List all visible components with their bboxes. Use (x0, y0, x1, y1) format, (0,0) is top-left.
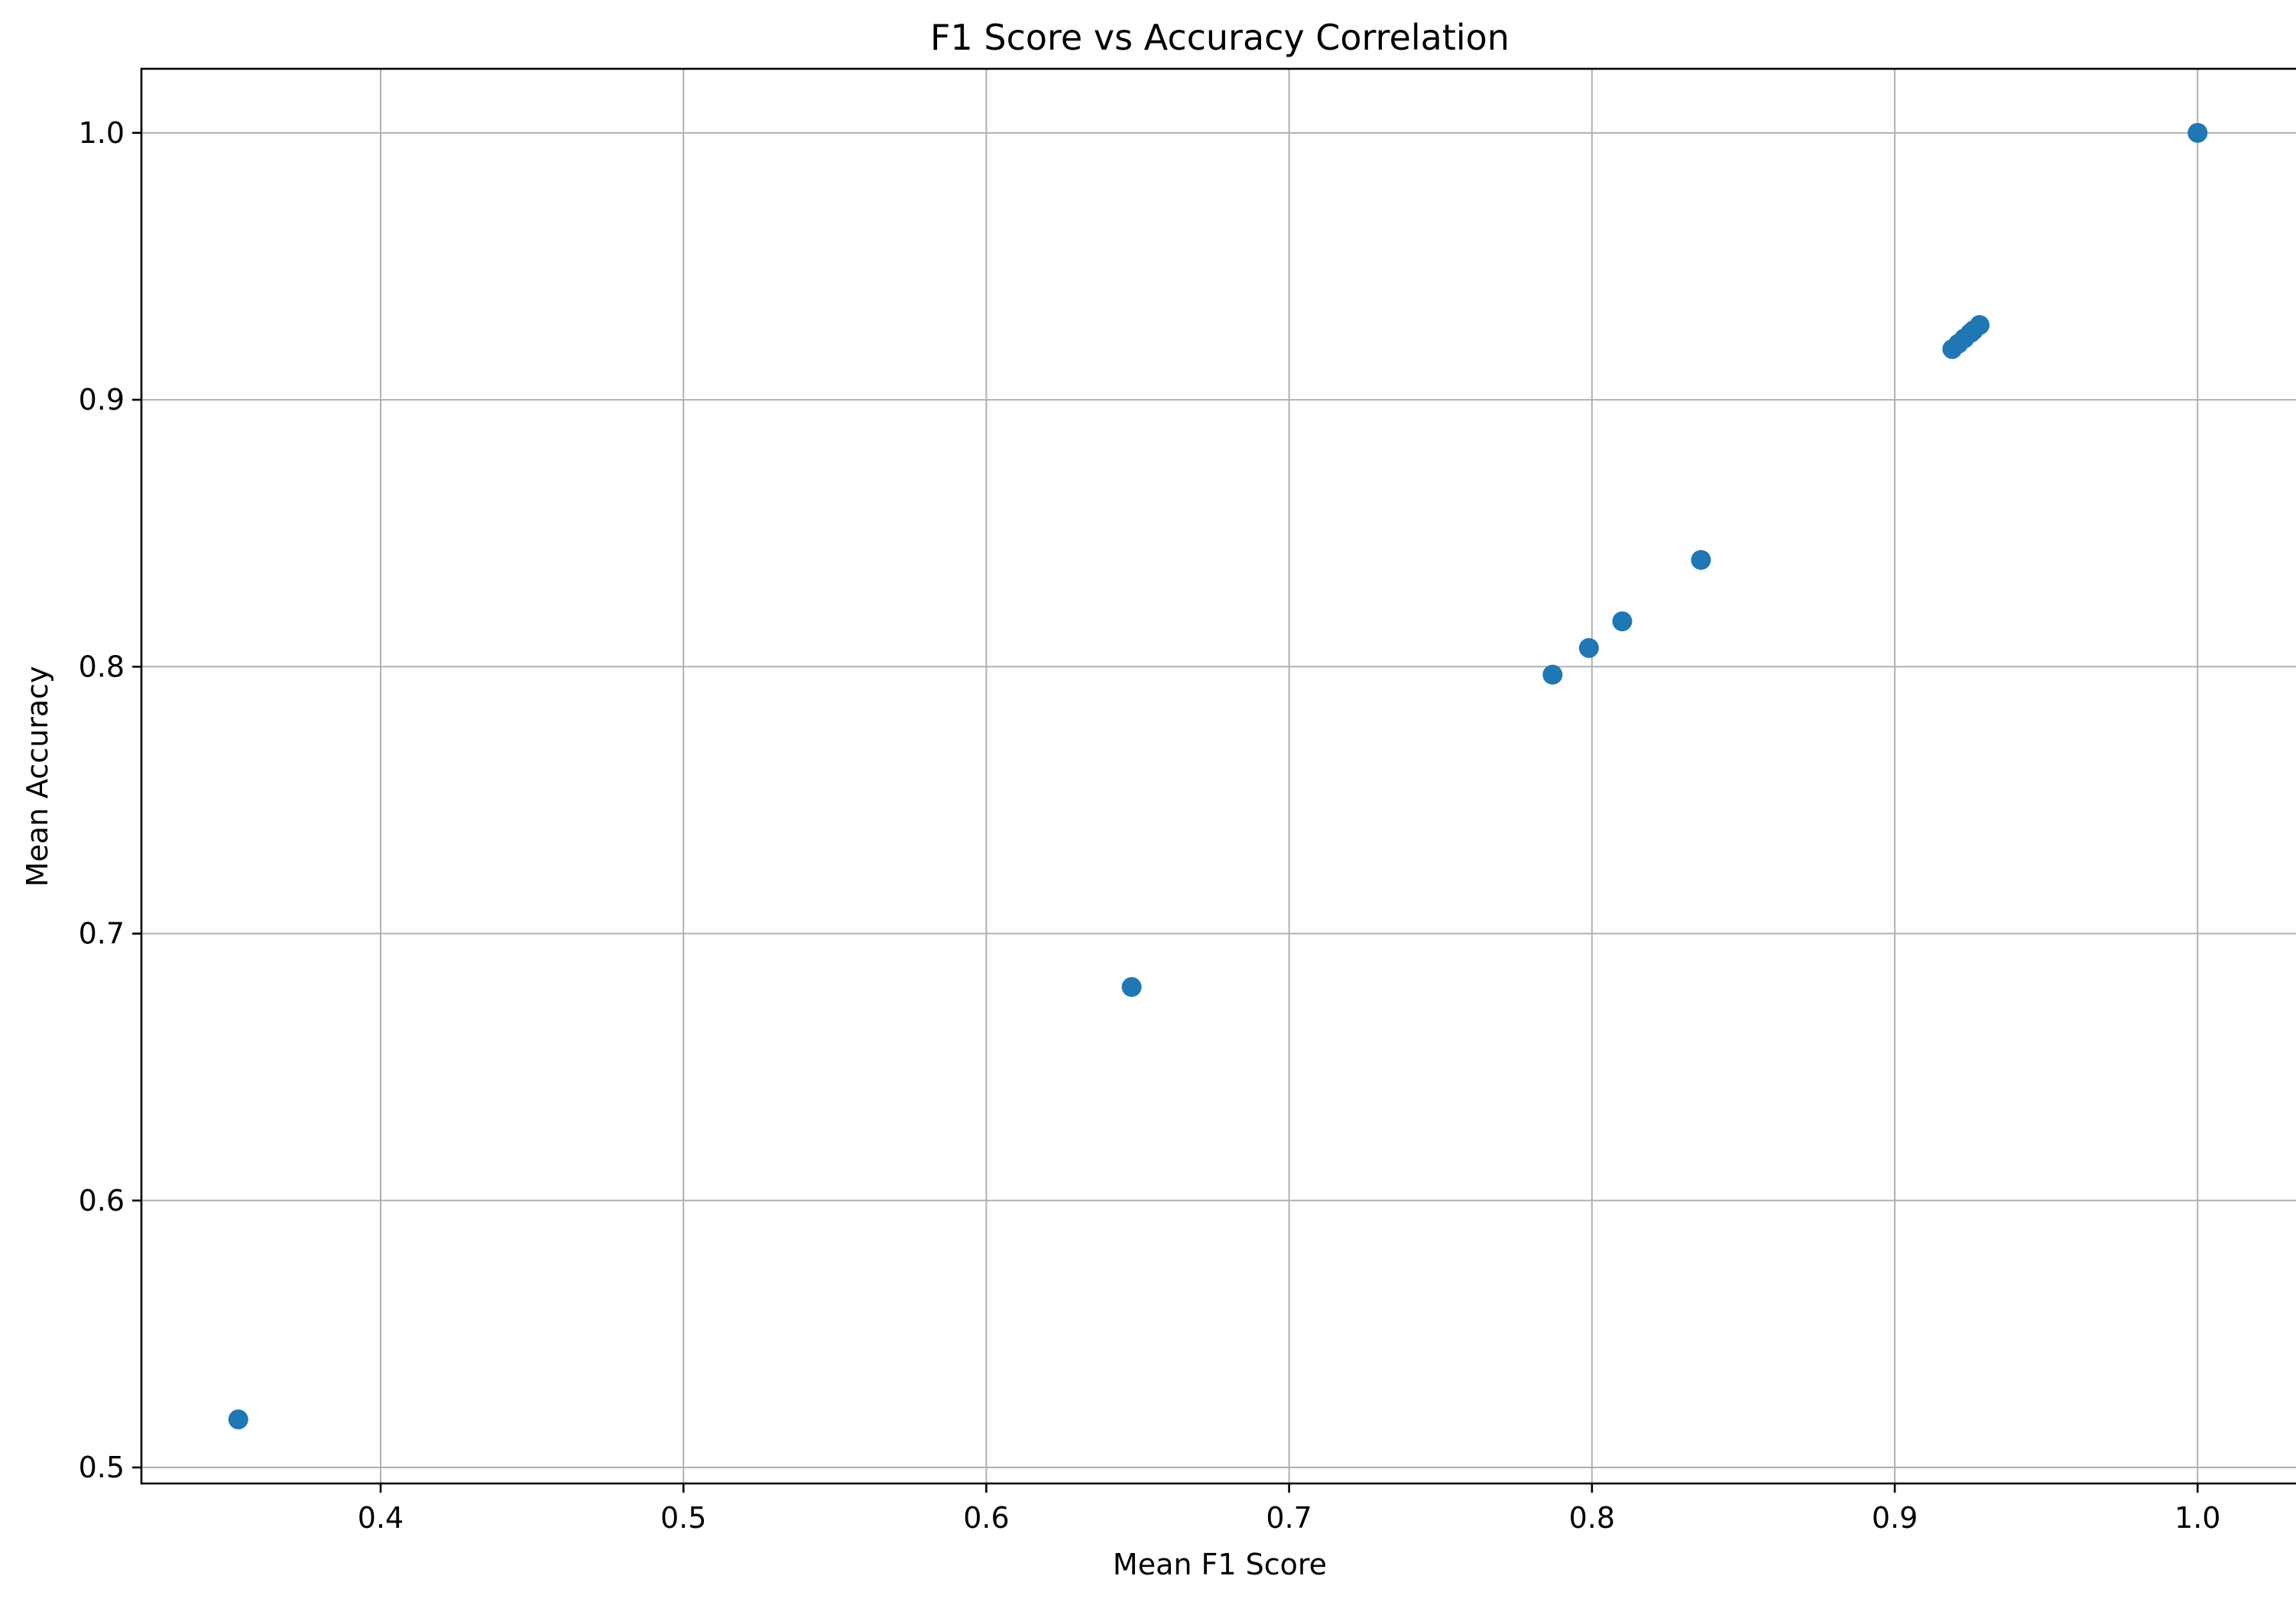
data-point (1691, 550, 1711, 570)
x-tick-label: 0.8 (1569, 1501, 1615, 1535)
data-point (1969, 315, 1990, 336)
data-point (1121, 977, 1142, 997)
x-tick-label: 0.4 (358, 1501, 404, 1535)
data-point (1542, 664, 1563, 685)
data-point (1578, 637, 1599, 658)
data-point (1612, 611, 1633, 631)
x-axis-ticks: 0.4 0.5 0.6 0.7 0.8 0.9 1.0 (358, 1483, 2220, 1535)
x-tick-label: 0.5 (660, 1501, 706, 1535)
data-points (228, 122, 2208, 1430)
data-point (228, 1409, 248, 1430)
y-axis-ticks: 0.5 0.6 0.7 0.8 0.9 1.0 (79, 116, 141, 1484)
y-tick-label: 0.8 (79, 650, 125, 683)
y-axis-label: Mean Accuracy (21, 666, 54, 887)
y-tick-label: 1.0 (79, 116, 125, 150)
grid-lines (141, 69, 2296, 1483)
x-tick-label: 0.9 (1872, 1501, 1918, 1535)
x-axis-label: Mean F1 Score (1113, 1548, 1327, 1581)
x-tick-label: 0.7 (1266, 1501, 1312, 1535)
x-tick-label: 1.0 (2174, 1501, 2220, 1535)
x-tick-label: 0.6 (963, 1501, 1009, 1535)
y-tick-label: 0.5 (79, 1451, 125, 1484)
y-tick-label: 0.7 (79, 917, 125, 951)
plot-area-frame (140, 67, 2296, 1485)
chart-title: F1 Score vs Accuracy Correlation (930, 17, 1510, 58)
y-tick-label: 0.6 (79, 1184, 125, 1218)
data-point (2187, 122, 2208, 143)
y-tick-label: 0.9 (79, 383, 125, 417)
